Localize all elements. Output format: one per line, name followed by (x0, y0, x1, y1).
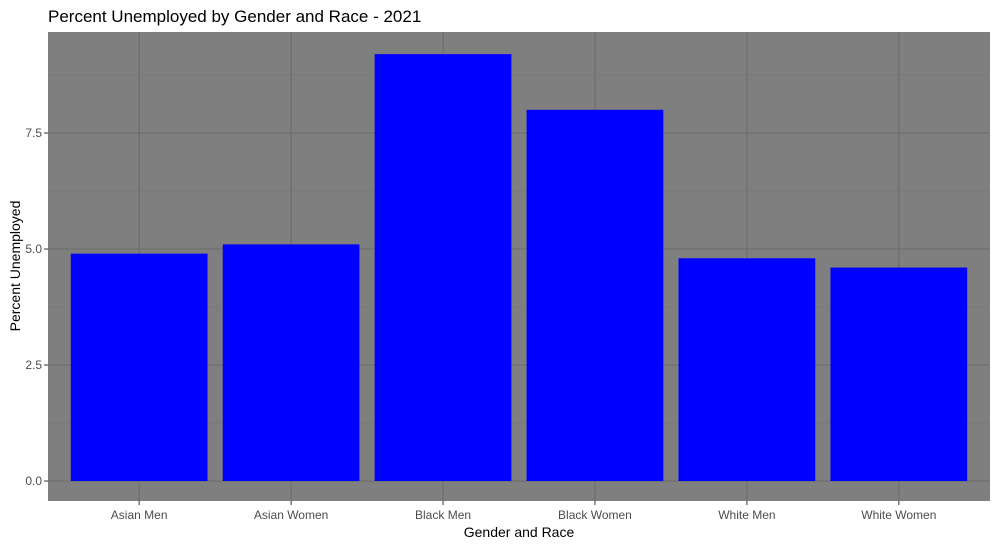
y-tick-label: 5.0 (25, 242, 42, 256)
x-tick-label: Asian Women (254, 508, 328, 522)
bar-black-men (374, 54, 512, 482)
x-axis: Asian Men Asian Women Black Men Black Women… (111, 501, 936, 522)
x-axis-title: Gender and Race (464, 524, 575, 540)
x-tick-label: Asian Men (111, 508, 168, 522)
y-tick-label: 0.0 (25, 474, 42, 488)
bar-black-women (526, 109, 664, 482)
x-tick-label: Black Women (558, 508, 632, 522)
x-tick-label: White Women (861, 508, 936, 522)
bar-asian-men (70, 253, 208, 481)
x-tick-label: White Men (718, 508, 775, 522)
y-axis: 0.0 2.5 5.0 7.5 (25, 126, 48, 488)
bars (70, 54, 968, 482)
bar-asian-women (222, 244, 360, 481)
y-axis-title: Percent Unemployed (7, 201, 23, 332)
bar-white-men (678, 258, 816, 481)
y-tick-label: 7.5 (25, 126, 42, 140)
y-tick-label: 2.5 (25, 358, 42, 372)
chart-title: Percent Unemployed by Gender and Race - … (48, 7, 421, 26)
bar-white-women (830, 267, 968, 481)
x-tick-label: Black Men (415, 508, 471, 522)
